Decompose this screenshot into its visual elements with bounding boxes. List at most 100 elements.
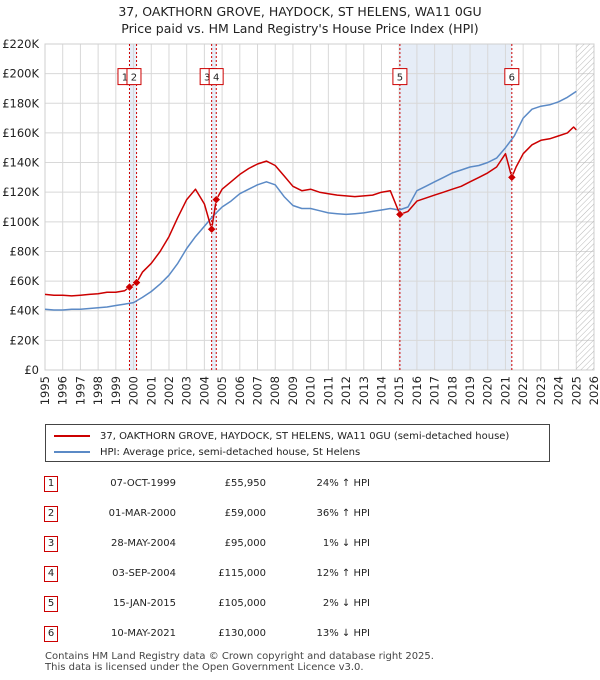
legend: 37, OAKTHORN GROVE, HAYDOCK, ST HELENS, … xyxy=(45,424,550,462)
y-tick-label: £180K xyxy=(2,96,39,110)
x-tick-label: 2015 xyxy=(392,376,406,405)
sale-price: £59,000 xyxy=(224,508,266,519)
x-tick-label: 2010 xyxy=(304,376,318,405)
sale-date: 01-MAR-2000 xyxy=(108,508,176,519)
sale-price: £115,000 xyxy=(218,568,266,579)
x-tick-label: 2023 xyxy=(534,376,548,405)
x-tick-label: 2020 xyxy=(481,376,495,405)
x-tick-label: 2004 xyxy=(197,376,211,405)
footer-licence: This data is licensed under the Open Gov… xyxy=(45,662,364,673)
chart-title-block: 37, OAKTHORN GROVE, HAYDOCK, ST HELENS, … xyxy=(0,3,600,37)
x-tick-label: 1997 xyxy=(73,376,87,405)
sale-row: 6 10-MAY-2021 £130,000 13% ↓ HPI xyxy=(0,626,600,646)
footer: Contains HM Land Registry data © Crown c… xyxy=(45,651,434,673)
sale-date: 28-MAY-2004 xyxy=(110,538,176,549)
sale-price: £95,000 xyxy=(224,538,266,549)
sale-hpi-change: 13% ↓ HPI xyxy=(316,628,370,639)
sale-hpi-change: 24% ↑ HPI xyxy=(316,478,370,489)
forecast-hatch-area xyxy=(576,44,594,370)
x-tick-label: 2018 xyxy=(445,376,459,405)
sale-price: £55,950 xyxy=(224,478,266,489)
x-tick-label: 2011 xyxy=(321,376,335,405)
sale-date: 15-JAN-2015 xyxy=(112,598,176,609)
y-tick-label: £80K xyxy=(10,244,40,258)
legend-label-hpi: HPI: Average price, semi-detached house,… xyxy=(100,446,361,458)
sale-number-badge: 4 xyxy=(44,566,58,582)
x-tick-label: 2019 xyxy=(463,376,477,405)
sale-band xyxy=(211,44,217,370)
chart-subtitle: Price paid vs. HM Land Registry's House … xyxy=(121,21,479,36)
x-tick-label: 2003 xyxy=(180,376,194,405)
sale-point xyxy=(395,210,405,219)
legend-swatch-property xyxy=(54,435,90,437)
x-tick-label: 1998 xyxy=(91,376,105,405)
x-tick-label: 2012 xyxy=(339,376,353,405)
sale-hpi-change: 2% ↓ HPI xyxy=(322,598,370,609)
sale-point xyxy=(132,278,141,287)
sale-number-badge: 5 xyxy=(44,596,58,612)
x-tick-label: 2021 xyxy=(498,376,512,405)
sale-label-text: 5 xyxy=(397,73,403,84)
y-tick-label: £160K xyxy=(2,126,39,140)
sale-label-box xyxy=(504,68,520,86)
sale-points xyxy=(125,173,517,292)
y-tick-label: £20K xyxy=(10,333,40,347)
y-tick-label: £220K xyxy=(2,37,39,51)
y-tick-label: £120K xyxy=(2,185,39,199)
x-tick-label: 2005 xyxy=(215,376,229,405)
sale-bands xyxy=(129,44,512,370)
y-tick-label: £0 xyxy=(24,363,39,377)
sale-date: 10-MAY-2021 xyxy=(110,628,176,639)
sale-point xyxy=(211,195,221,204)
hpi-line xyxy=(45,90,577,311)
sale-hpi-change: 1% ↓ HPI xyxy=(322,538,370,549)
sale-row: 4 03-SEP-2004 £115,000 12% ↑ HPI xyxy=(0,566,600,586)
sale-point xyxy=(125,282,134,292)
x-tick-label: 2002 xyxy=(162,376,176,405)
sale-label-text: 2 xyxy=(131,73,137,84)
sale-label-box xyxy=(126,68,142,86)
sale-label-box xyxy=(392,68,408,86)
sale-label-box xyxy=(208,68,224,86)
x-tick-label: 1996 xyxy=(56,376,70,405)
x-tick-label: 2008 xyxy=(268,376,282,405)
sale-hpi-change: 12% ↑ HPI xyxy=(316,568,370,579)
sale-date: 03-SEP-2004 xyxy=(112,568,176,579)
y-tick-label: £100K xyxy=(2,215,39,229)
sale-point xyxy=(207,224,217,234)
x-tick-label: 2024 xyxy=(552,376,566,405)
x-tick-label: 2000 xyxy=(127,376,141,405)
x-tick-label: 2016 xyxy=(410,376,424,405)
legend-item-property: 37, OAKTHORN GROVE, HAYDOCK, ST HELENS, … xyxy=(54,429,509,443)
sale-point xyxy=(507,173,517,182)
sale-label-text: 1 xyxy=(122,73,128,84)
x-tick-label: 1995 xyxy=(38,376,52,405)
sale-band xyxy=(129,44,137,370)
sale-price: £130,000 xyxy=(218,628,266,639)
x-tick-label: 1999 xyxy=(109,376,123,405)
y-tick-label: £60K xyxy=(10,274,40,288)
sale-label-text: 6 xyxy=(509,73,515,84)
sale-date: 07-OCT-1999 xyxy=(110,478,176,489)
legend-label-property: 37, OAKTHORN GROVE, HAYDOCK, ST HELENS, … xyxy=(100,430,510,442)
y-axis-ticks: £0 £20K £40K £60K £80K £100K £120K £140K £160K £1… xyxy=(2,37,39,377)
x-tick-label: 2025 xyxy=(569,376,583,405)
x-tick-label: 2001 xyxy=(144,376,158,405)
sale-row: 5 15-JAN-2015 £105,000 2% ↓ HPI xyxy=(0,596,600,616)
sale-row: 2 01-MAR-2000 £59,000 36% ↑ HPI xyxy=(0,506,600,526)
sale-hpi-change: 36% ↑ HPI xyxy=(316,508,370,519)
x-tick-label: 2026 xyxy=(587,376,600,405)
forecast-hatch xyxy=(576,44,594,370)
sale-label-text: 3 xyxy=(204,73,210,84)
x-tick-label: 2017 xyxy=(428,376,442,405)
sale-number-badge: 3 xyxy=(44,536,58,552)
x-tick-label: 2014 xyxy=(374,376,388,405)
y-tick-label: £140K xyxy=(2,156,39,170)
legend-swatch-hpi xyxy=(54,451,90,453)
sale-number-badge: 2 xyxy=(44,506,58,522)
sale-number-badge: 6 xyxy=(44,626,58,642)
sale-row: 1 07-OCT-1999 £55,950 24% ↑ HPI xyxy=(0,476,600,496)
y-tick-label: £200K xyxy=(2,67,39,81)
